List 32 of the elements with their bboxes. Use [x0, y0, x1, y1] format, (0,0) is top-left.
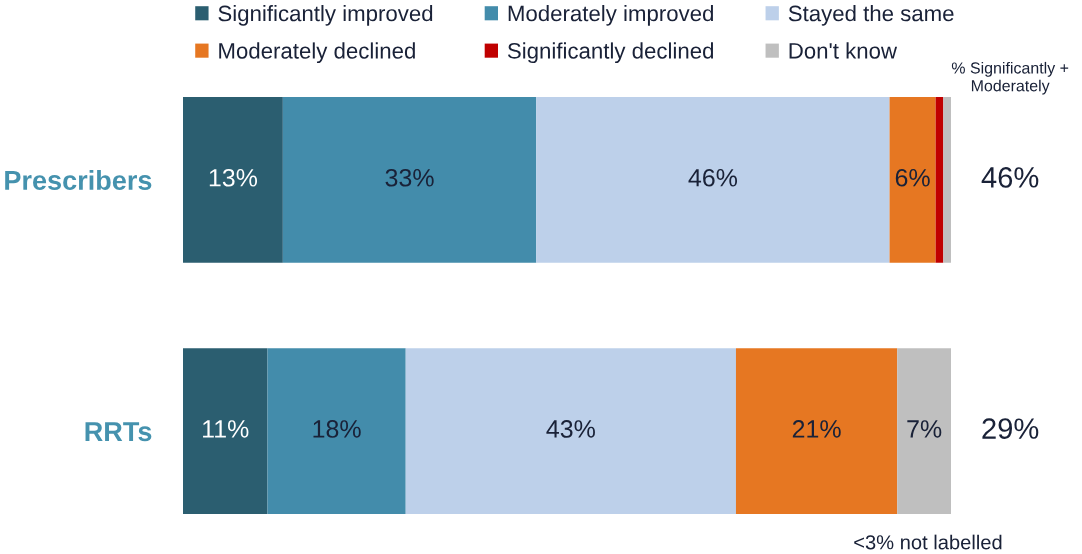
bar: [183, 97, 283, 263]
annotation: <3% not labelled: [854, 534, 1002, 550]
text: 29%: [982, 418, 1039, 439]
bar: [536, 97, 890, 263]
legend-label: Significantly improved: [218, 4, 433, 26]
data-label: 21%: [792, 420, 841, 438]
data-label: 7%: [907, 420, 942, 438]
bar: [267, 348, 406, 514]
bar: [183, 348, 268, 514]
bar: [897, 348, 951, 514]
legend-label: Significantly declined: [507, 42, 714, 64]
text: % Significantly + Moderately: [951, 61, 1069, 95]
data-label: 33%: [385, 168, 434, 187]
data-label: 13%: [209, 168, 258, 187]
y-tick-label: Prescribers: [5, 170, 152, 190]
data-label: 18%: [313, 420, 361, 438]
data-label: 11%: [203, 420, 249, 438]
bar: [282, 97, 537, 263]
bar: [405, 348, 736, 514]
data-label: 46%: [688, 168, 738, 187]
text: 46%: [981, 167, 1039, 188]
legend-label: Stayed the same: [788, 4, 954, 26]
bar: [735, 348, 898, 514]
bar: [943, 97, 951, 263]
legend-label: Moderately improved: [508, 4, 713, 26]
data-label: 43%: [546, 420, 595, 438]
legend-label: Don't know: [789, 42, 898, 59]
y-tick-label: RRTs: [85, 422, 152, 442]
bar: [889, 97, 936, 263]
legend-label: Moderately declined: [219, 42, 415, 64]
data-label: 6%: [895, 168, 930, 187]
bar: [935, 97, 944, 263]
